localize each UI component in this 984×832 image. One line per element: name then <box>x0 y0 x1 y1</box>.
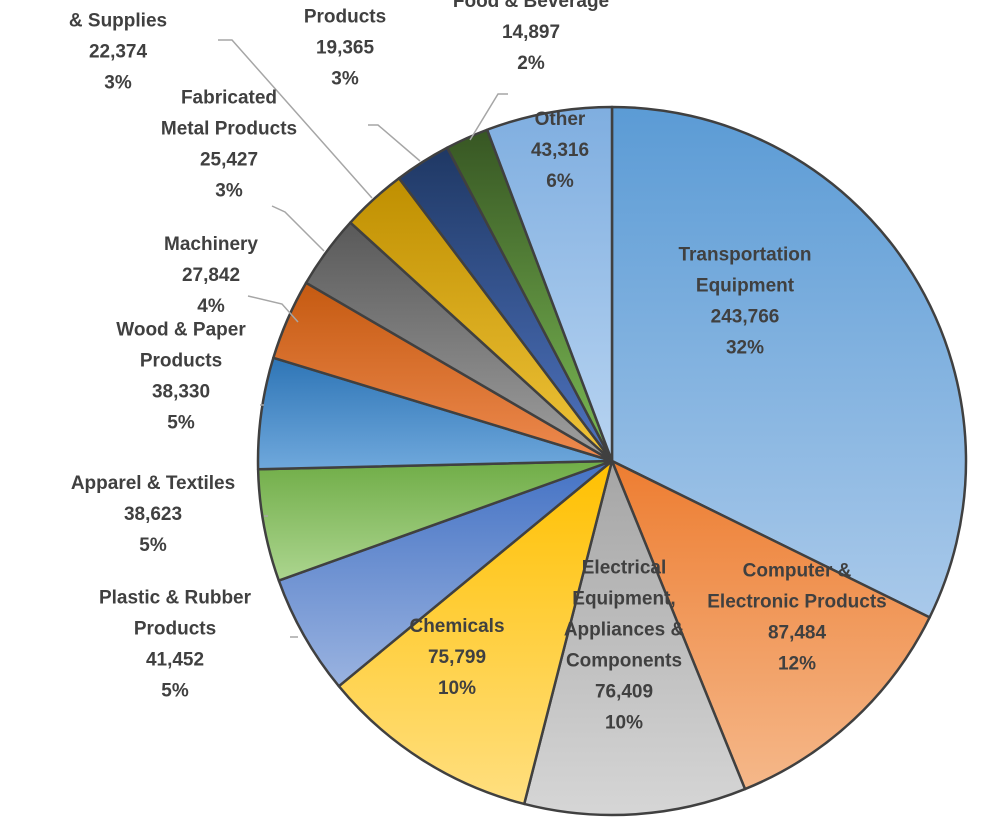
slice-name-line: Apparel & Textiles <box>71 473 235 494</box>
leader-line <box>247 295 299 323</box>
slice-label: Medical Equipment & Supplies 22,374 3% <box>31 0 205 94</box>
pie-slices <box>256 105 968 817</box>
slice-label: Computer & Electronic Products 87,484 12% <box>707 561 887 675</box>
slice-name-line: Computer & <box>743 561 852 582</box>
slice-label: Fabricated Metal Products 25,427 3% <box>161 88 297 202</box>
slice-percent: 5% <box>161 681 189 702</box>
slice-label: Electrical Equipment, Appliances & Componen… <box>564 558 685 734</box>
slice-label: Machinery 27,842 4% <box>164 234 258 317</box>
slice-value: 27,842 <box>182 265 240 286</box>
slice-name-line: & Supplies <box>69 11 167 32</box>
slice-value: 76,409 <box>595 682 653 703</box>
slice-label: Transportation Equipment 243,766 32% <box>678 245 811 359</box>
slice-value: 243,766 <box>711 307 780 328</box>
leader-line <box>271 205 325 252</box>
pie-slice-transportation-equipment <box>610 105 968 619</box>
slice-name-line: Plastic & Rubber <box>99 588 252 609</box>
slice-name-line: Products <box>140 351 222 372</box>
slice-label: Plastic & Rubber Products 41,452 5% <box>99 588 252 702</box>
slice-value: 19,365 <box>316 38 375 59</box>
leader-line <box>368 124 421 162</box>
slice-percent: 3% <box>331 69 359 90</box>
leader-line <box>469 93 508 141</box>
slice-value: 38,330 <box>152 382 210 403</box>
slice-percent: 3% <box>104 73 132 94</box>
pie-slice-other <box>485 105 614 463</box>
slice-label: Apparel & Textiles 38,623 5% <box>71 473 235 556</box>
slice-name-line: Electrical <box>582 558 667 579</box>
slice-percent: 2% <box>517 53 545 74</box>
slice-name-line: Metal Products <box>161 119 297 140</box>
slice-name-line: Electronic Products <box>707 592 887 613</box>
slice-name-line: Other <box>535 109 586 130</box>
slice-name-line: Appliances & <box>564 620 685 641</box>
leader-line <box>218 39 373 199</box>
slice-value: 75,799 <box>428 647 486 668</box>
slice-name-line: Medical Equipment <box>31 0 205 1</box>
slice-percent: 10% <box>605 713 643 734</box>
slice-labels: Transportation Equipment 243,766 32% Compute… <box>31 0 886 734</box>
slice-name-line: Products <box>304 7 386 28</box>
slice-name-line: Equipment, <box>572 589 675 610</box>
slice-name-line: Machinery <box>164 234 258 255</box>
slice-label: Chemicals 75,799 10% <box>409 616 504 699</box>
slice-value: 41,452 <box>146 650 204 671</box>
slice-percent: 6% <box>546 171 574 192</box>
pie-slice-chemicals <box>337 459 614 806</box>
slice-value: 25,427 <box>200 150 258 171</box>
slice-label: Wood & Paper Products 38,330 5% <box>116 320 246 434</box>
slice-value: 43,316 <box>531 140 589 161</box>
slice-name-line: Wood & Paper <box>116 320 246 341</box>
slice-name-line: Equipment <box>696 276 795 297</box>
slice-percent: 32% <box>726 338 764 359</box>
slice-value: 38,623 <box>124 504 182 525</box>
slice-percent: 5% <box>139 535 167 556</box>
slice-percent: 10% <box>438 678 476 699</box>
pie-slice-computer-electronic-products <box>610 459 931 791</box>
slice-name-line: Fabricated <box>181 88 277 109</box>
slice-label: Food & Beverage 14,897 2% <box>453 0 609 74</box>
slice-percent: 3% <box>215 181 243 202</box>
slice-percent: 4% <box>197 296 225 317</box>
slice-name-line: Chemicals <box>409 616 504 637</box>
slice-value: 22,374 <box>89 42 148 63</box>
slice-name-line: Components <box>566 651 682 672</box>
slice-name-line: Transportation <box>678 245 811 266</box>
slice-percent: 12% <box>778 654 816 675</box>
pie-slice-electrical-equipment-appliances-components <box>522 459 747 817</box>
slice-name-line: Food & Beverage <box>453 0 609 12</box>
slice-value: 14,897 <box>502 22 560 43</box>
slice-name-line: Products <box>134 619 216 640</box>
slice-value: 87,484 <box>768 623 827 644</box>
slice-percent: 5% <box>167 413 195 434</box>
leader-lines <box>218 39 508 638</box>
slice-label: Other 43,316 6% <box>531 109 589 192</box>
